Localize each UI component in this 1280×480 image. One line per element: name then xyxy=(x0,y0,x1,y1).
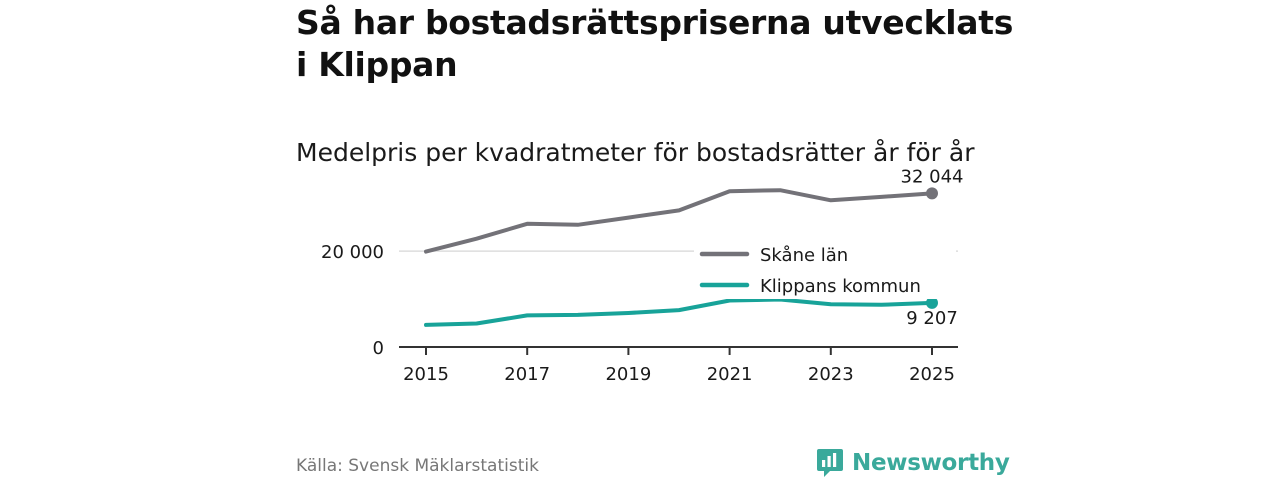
series-layer: 32 044 9 207 xyxy=(424,166,964,329)
chart-subtitle: Medelpris per kvadratmeter för bostadsrä… xyxy=(296,138,975,167)
x-tick-label-2025: 2025 xyxy=(909,364,955,385)
legend: Skåne län Klippans kommun xyxy=(694,242,956,299)
end-label-skane: 32 044 xyxy=(901,166,964,187)
x-tick-label-2017: 2017 xyxy=(504,364,550,385)
y-tick-label-0: 0 xyxy=(373,338,384,359)
y-tick-label-20000: 20 000 xyxy=(321,242,384,263)
legend-label-klippan: Klippans kommun xyxy=(760,276,921,297)
chart-title: Så har bostadsrättspriserna utvecklats i… xyxy=(296,3,1014,84)
end-marker-skane xyxy=(926,187,938,200)
brand-name: Newsworthy xyxy=(852,450,1010,476)
newsworthy-logo-icon xyxy=(817,449,843,477)
x-tick-label-2019: 2019 xyxy=(605,364,651,385)
x-tick-label-2021: 2021 xyxy=(707,364,753,385)
brand-logo: Newsworthy xyxy=(816,447,1010,479)
series-line-skane xyxy=(424,188,934,254)
legend-label-skane: Skåne län xyxy=(760,245,848,266)
axis-layer: 0 20 000 2015 2017 2019 2021 2023 2025 xyxy=(321,242,958,385)
x-tick-label-2015: 2015 xyxy=(403,364,449,385)
end-marker-klippan xyxy=(926,296,938,309)
end-label-klippan: 9 207 xyxy=(906,308,958,329)
series-line-klippan xyxy=(424,297,934,327)
x-tick-label-2023: 2023 xyxy=(808,364,854,385)
source-note: Källa: Svensk Mäklarstatistik xyxy=(296,456,539,476)
